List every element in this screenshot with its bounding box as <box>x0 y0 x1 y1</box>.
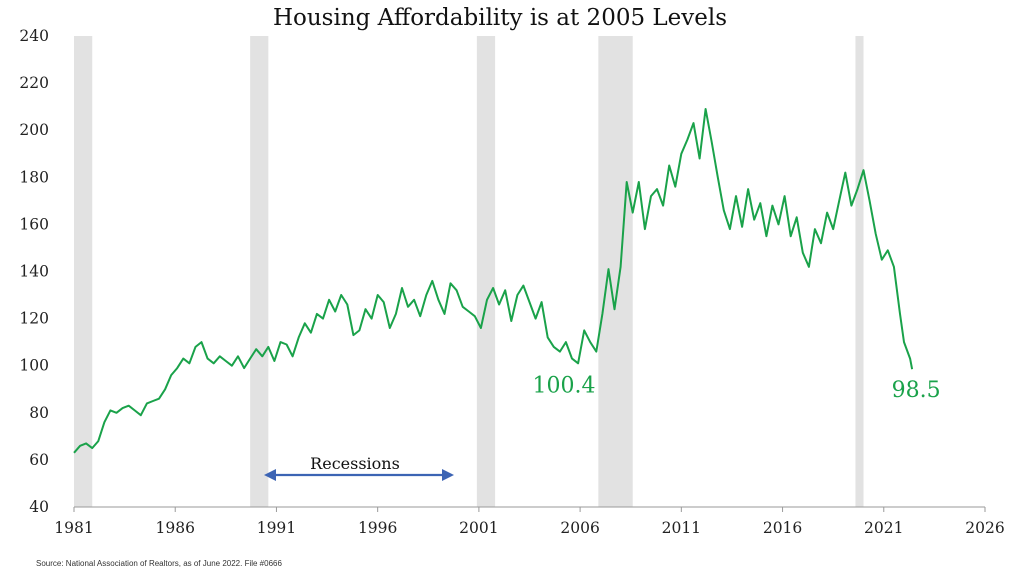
recessions-label: Recessions <box>310 454 400 473</box>
recession-band <box>476 36 496 507</box>
x-tick-label: 2026 <box>965 519 1004 537</box>
callout-label: 98.5 <box>892 378 941 403</box>
x-tick-label: 1981 <box>54 519 93 537</box>
annotations: 100.4 98.5 <box>532 373 940 403</box>
recessions-legend: Recessions <box>264 454 454 481</box>
y-tick-label: 60 <box>29 451 49 469</box>
affordability-line <box>73 108 914 454</box>
recession-band <box>250 36 269 507</box>
x-tick-label: 2016 <box>763 519 802 537</box>
source-note: Source: National Association of Realtors… <box>36 559 282 568</box>
x-tick-label: 2021 <box>864 519 903 537</box>
axes: 1981 1986 1991 1996 2001 2006 2011 2016 2021 2026… <box>19 27 1004 537</box>
y-tick-label: 140 <box>19 263 49 281</box>
y-tick-label: 240 <box>19 27 49 45</box>
x-tick-label: 1991 <box>257 519 296 537</box>
y-tick-label: 120 <box>19 310 49 328</box>
y-tick-label: 180 <box>19 168 49 186</box>
y-tick-label: 100 <box>19 357 49 375</box>
y-tick-label: 200 <box>19 121 49 139</box>
recession-band <box>74 36 93 507</box>
y-tick-label: 40 <box>29 498 49 516</box>
recessions-arrow-left-icon <box>264 469 276 481</box>
recession-band <box>855 36 864 507</box>
recessions-arrow-right-icon <box>442 469 454 481</box>
series-layer <box>73 108 914 454</box>
recession-band <box>598 36 633 507</box>
y-tick-label: 220 <box>19 74 49 92</box>
recession-bands <box>74 36 864 507</box>
x-tick-label: 2006 <box>560 519 599 537</box>
x-tick-label: 2001 <box>459 519 498 537</box>
x-tick-label: 1996 <box>358 519 397 537</box>
callout-label: 100.4 <box>532 373 595 398</box>
y-tick-label: 160 <box>19 215 49 233</box>
chart-title: Housing Affordability is at 2005 Levels <box>273 5 727 31</box>
x-tick-label: 1986 <box>155 519 194 537</box>
x-tick-label: 2011 <box>662 519 701 537</box>
y-tick-label: 80 <box>29 404 49 422</box>
